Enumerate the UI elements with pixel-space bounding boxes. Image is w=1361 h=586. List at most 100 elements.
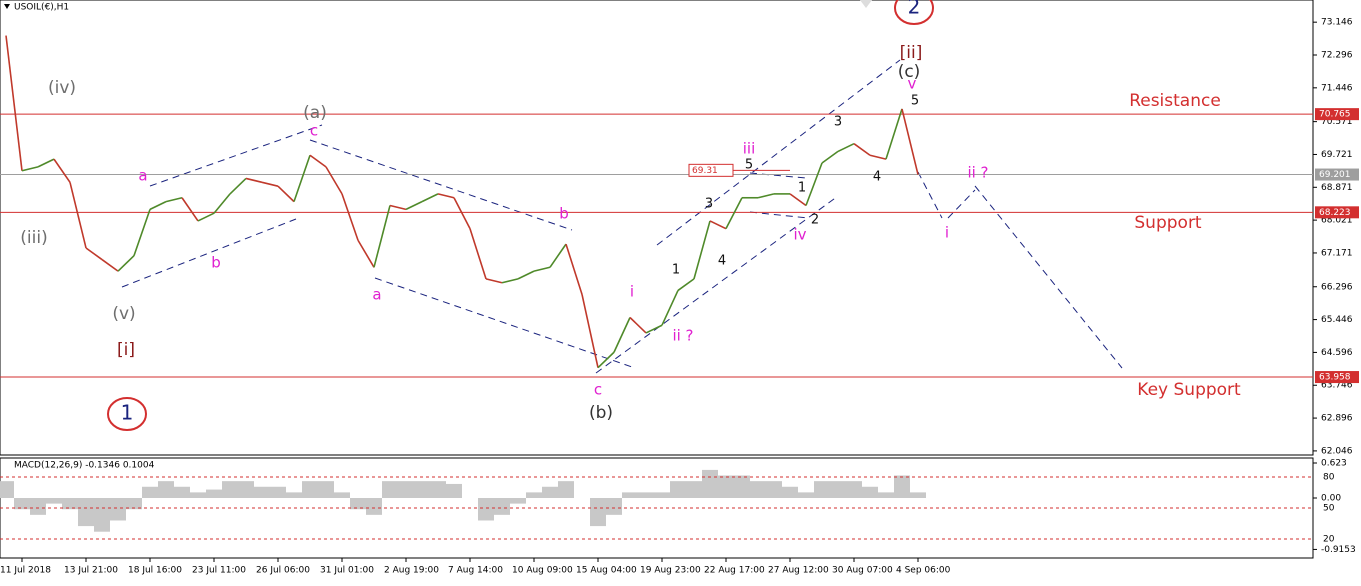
macd-bar: [318, 481, 334, 498]
level-label: 70.765: [1319, 110, 1351, 120]
price-segment: [261, 181, 279, 187]
level-label: 68.223: [1319, 208, 1351, 218]
macd-bar: [302, 481, 318, 498]
price-segment: [485, 278, 503, 284]
wave-label: (b): [589, 403, 613, 423]
macd-bar: [334, 492, 350, 498]
scroll-marker: [860, 0, 872, 8]
price-segment: [277, 185, 295, 203]
wave-label: ii ?: [967, 164, 988, 182]
macd-bar: [510, 498, 526, 504]
wave-label: 2: [811, 213, 819, 228]
y-tick-label: 68.871: [1321, 183, 1353, 193]
price-segment: [629, 316, 647, 334]
macd-bar: [222, 481, 238, 498]
y-tick-label: 69.721: [1321, 150, 1353, 160]
y-tick-label: 70.571: [1321, 117, 1353, 127]
price-segment: [181, 197, 199, 222]
macd-bar: [702, 469, 718, 498]
macd-bar: [14, 498, 30, 510]
macd-bar: [478, 498, 494, 521]
macd-bar: [62, 498, 78, 510]
wave-label: c: [310, 122, 318, 140]
y-tick-label: 65.446: [1321, 315, 1353, 325]
y-tick-label: 64.596: [1321, 348, 1353, 358]
x-tick-label: 26 Jul 06:00: [256, 566, 310, 576]
price-segment: [533, 266, 551, 272]
price-segment: [517, 270, 535, 280]
macd-bar: [862, 486, 878, 498]
macd-bar: [558, 481, 574, 498]
price-segment: [453, 197, 471, 230]
price-segment: [197, 212, 215, 222]
macd-bar: [766, 481, 782, 498]
macd-bar: [94, 498, 110, 532]
wave-label: (iv): [48, 78, 76, 98]
x-tick-label: 27 Aug 12:00: [768, 566, 829, 576]
macd-bar: [734, 475, 750, 498]
wave-label: 5: [745, 158, 753, 173]
y-tick-label: 72.296: [1321, 51, 1353, 61]
macd-bar: [798, 492, 814, 498]
price-segment: [389, 204, 407, 211]
macd-tick-label: 0.00: [1321, 494, 1341, 504]
price-segment: [501, 278, 519, 284]
macd-bar: [782, 486, 798, 498]
price-segment: [757, 193, 775, 199]
price-segment: [597, 351, 615, 369]
macd-bar: [286, 492, 302, 498]
x-tick-label: 10 Aug 09:00: [512, 566, 573, 576]
x-tick-label: 30 Aug 07:00: [832, 566, 893, 576]
price-segment: [293, 155, 311, 202]
macd-bar: [446, 483, 462, 498]
x-tick-label: 19 Aug 23:00: [640, 566, 701, 576]
macd-bar: [670, 481, 686, 498]
x-tick-label: 7 Aug 14:00: [448, 566, 503, 576]
price-segment: [21, 166, 39, 172]
wave-label: 4: [718, 254, 726, 269]
macd-bar: [830, 481, 846, 498]
price-segment: [245, 177, 263, 184]
price-segment: [901, 108, 919, 175]
macd-bar: [414, 481, 430, 498]
wave-label: 3: [705, 197, 713, 212]
y-tick-label: 62.046: [1321, 446, 1353, 456]
level-tick-label: 50: [1323, 504, 1335, 514]
wave-label: 1: [798, 181, 806, 196]
macd-bar: [654, 492, 670, 498]
x-tick-label: 22 Aug 17:00: [704, 566, 765, 576]
price-segment: [645, 324, 663, 334]
wave-label: iv: [793, 226, 806, 244]
price-segment: [405, 200, 423, 211]
wave-label: 1: [121, 401, 134, 425]
wave-label: a: [138, 167, 147, 185]
price-segment: [85, 247, 103, 261]
price-segment: [693, 220, 711, 280]
macd-bar: [606, 498, 622, 515]
macd-bar: [126, 498, 142, 510]
level-tick-label: 20: [1323, 534, 1335, 544]
price-segment: [837, 142, 855, 153]
macd-bar: [254, 486, 270, 498]
macd-bar: [158, 481, 174, 498]
wave-label: 4: [873, 170, 881, 185]
macd-bar: [590, 498, 606, 527]
price-segment: [373, 205, 391, 268]
wave-label: (v): [112, 304, 135, 324]
wave-label: [i]: [117, 340, 135, 360]
macd-bar: [174, 486, 190, 498]
macd-bar: [718, 475, 734, 498]
price-segment: [725, 197, 743, 230]
level-box: [1315, 108, 1359, 121]
price-segment: [213, 193, 231, 214]
marked-level-label: 69.31: [692, 166, 718, 176]
x-tick-label: 2 Aug 19:00: [384, 566, 439, 576]
price-segment: [325, 166, 343, 195]
y-tick-label: 66.296: [1321, 282, 1353, 292]
x-tick-label: 4 Sep 06:00: [896, 566, 951, 576]
price-segment: [117, 255, 135, 272]
level-box: [1315, 206, 1359, 219]
price-segment: [229, 177, 247, 195]
price-segment: [5, 35, 23, 171]
